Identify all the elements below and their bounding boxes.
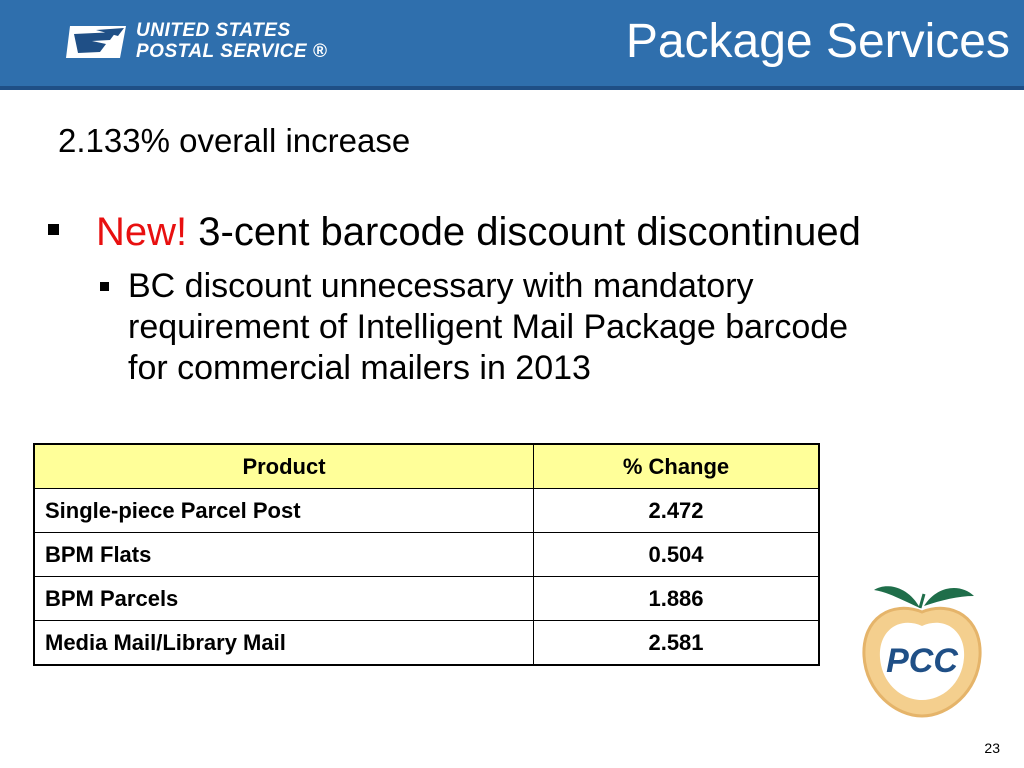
logo-text-line2: POSTAL SERVICE ® (136, 41, 328, 62)
product-cell: BPM Parcels (33, 576, 534, 621)
bullet-main-text: 3-cent barcode discount discontinued (198, 210, 861, 254)
eagle-icon (66, 26, 126, 58)
table-row: Single-piece Parcel Post 2.472 (33, 488, 820, 533)
rate-change-table: Product % Change Single-piece Parcel Pos… (33, 443, 820, 666)
new-label: New! (96, 210, 188, 254)
product-cell: BPM Flats (33, 532, 534, 577)
sub-bullet-text: BC discount unnecessary with mandatory r… (128, 267, 849, 387)
product-cell: Media Mail/Library Mail (33, 620, 534, 666)
pcc-peach-logo: PCC (858, 578, 986, 720)
subtitle: 2.133% overall increase (58, 122, 411, 159)
table-header-row: Product % Change (33, 443, 820, 489)
change-cell: 2.472 (533, 488, 820, 533)
column-header-change: % Change (533, 443, 820, 489)
square-bullet-icon (100, 282, 109, 291)
change-cell: 2.581 (533, 620, 820, 666)
pcc-logo-text: PCC (886, 642, 958, 680)
bullet-text: New! 3-cent barcode discount discontinue… (96, 210, 861, 255)
change-cell: 1.886 (533, 576, 820, 621)
table-row: BPM Flats 0.504 (33, 532, 820, 577)
square-bullet-icon (48, 224, 59, 235)
table-row: Media Mail/Library Mail 2.581 (33, 620, 820, 666)
logo-text-line1: UNITED STATES (136, 20, 291, 41)
slide-title: Package Services (625, 15, 1010, 68)
usps-logo: UNITED STATES POSTAL SERVICE ® (66, 18, 328, 66)
change-cell: 0.504 (533, 532, 820, 577)
header-bar: UNITED STATES POSTAL SERVICE ® Package S… (0, 0, 1024, 90)
table-row: BPM Parcels 1.886 (33, 576, 820, 621)
product-cell: Single-piece Parcel Post (33, 488, 534, 533)
column-header-product: Product (33, 443, 534, 489)
page-number: 23 (984, 740, 1000, 756)
